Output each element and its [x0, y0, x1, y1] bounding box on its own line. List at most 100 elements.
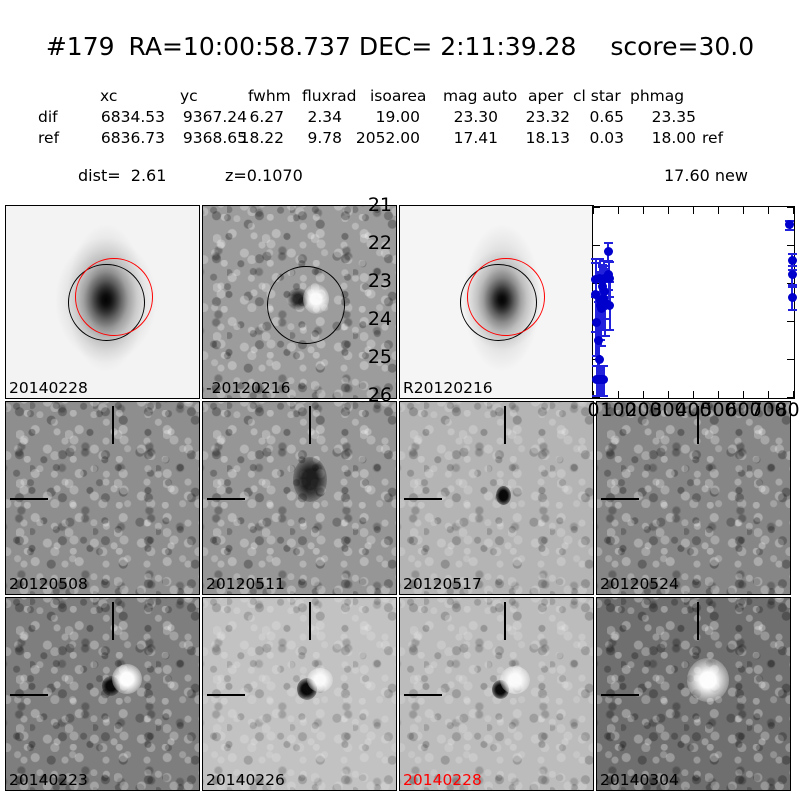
- data-point[interactable]: [599, 273, 609, 283]
- errorbar-cap: [591, 262, 600, 265]
- stamp-panel[interactable]: 20140226: [202, 597, 397, 791]
- crosshair-tick-vertical: [309, 602, 311, 640]
- crosshair-tick-horizontal: [10, 498, 48, 500]
- data-point[interactable]: [593, 336, 603, 346]
- x-axis-tick: [768, 207, 770, 214]
- data-point[interactable]: [600, 286, 609, 296]
- aperture-circle-red: [467, 258, 545, 336]
- stamp-panel[interactable]: -20120216: [202, 205, 397, 399]
- stamp-panel[interactable]: R20120216: [399, 205, 594, 399]
- x-axis-tick: [793, 207, 795, 214]
- cell-phmag: 18.00: [651, 129, 696, 147]
- x-axis-tick: [693, 207, 695, 214]
- column-header-fwhm: fwhm: [248, 87, 291, 105]
- stamp-image: [203, 598, 396, 790]
- stamp-panel[interactable]: 20140304: [596, 597, 791, 791]
- y-axis-tick-label: 24: [367, 308, 392, 330]
- data-point[interactable]: [594, 354, 604, 364]
- cutout-grid: 20140228 -20120216 R20120216: [5, 205, 795, 795]
- cell-aper: 23.32: [525, 108, 570, 126]
- stamp-panel[interactable]: 20120511: [202, 401, 397, 595]
- data-point[interactable]: [787, 292, 797, 302]
- errorbar-cap: [605, 328, 614, 331]
- stamp-panel[interactable]: 20140228: [5, 205, 200, 399]
- data-point[interactable]: [591, 318, 601, 328]
- column-header-isoarea: isoarea: [370, 87, 427, 105]
- ra-value: RA=10:00:58.737: [128, 32, 351, 61]
- errorbar-cap: [599, 260, 609, 263]
- stamp-label: 20120524: [600, 575, 679, 593]
- y-axis-tick: [787, 207, 794, 209]
- stamp-panel[interactable]: 20120508: [5, 401, 200, 595]
- column-header-aper: aper: [528, 87, 564, 105]
- source-blob-bright: [307, 668, 333, 692]
- lightcurve-x-axis-labels: 0100200300400500600700800: [587, 206, 800, 420]
- x-axis-tick: [768, 391, 770, 398]
- lightcurve-plot-area: [591, 207, 797, 399]
- y-axis-tick-label: 21: [367, 194, 392, 216]
- cell-xc: 6836.73: [100, 129, 165, 147]
- x-axis-tick: [693, 391, 695, 398]
- errorbar-cap: [595, 257, 604, 260]
- new-mag-value: 17.60 new: [664, 166, 748, 185]
- cell-phmag: 23.35: [651, 108, 696, 126]
- x-axis-tick-label: 100: [600, 399, 637, 421]
- data-point[interactable]: [787, 270, 797, 280]
- stamp-image: [400, 206, 593, 398]
- cell-magauto: 17.41: [453, 129, 498, 147]
- stamp-label: R20120216: [403, 379, 493, 397]
- stamp-panel[interactable]: 20140228: [399, 597, 594, 791]
- data-point[interactable]: [605, 300, 614, 310]
- x-axis-tick: [643, 207, 645, 214]
- data-point[interactable]: [591, 289, 601, 299]
- cell-magauto: 23.30: [453, 108, 498, 126]
- source-blob-dark: [496, 486, 511, 505]
- cell-aper: 18.13: [525, 129, 570, 147]
- errorbar-cap: [600, 317, 609, 320]
- stamp-panel[interactable]: 20140223: [5, 597, 200, 791]
- data-point[interactable]: [604, 273, 614, 283]
- errorbar-cap: [599, 395, 609, 398]
- stamp-label: 20140304: [600, 771, 679, 789]
- secondary-info-row: dist= 2.61 z=0.1070 17.60 new: [0, 166, 800, 188]
- y-axis-tick: [593, 245, 600, 247]
- column-header-clstar: cl star: [573, 87, 621, 105]
- y-axis-tick: [787, 397, 794, 399]
- data-point[interactable]: [785, 219, 794, 229]
- stamp-panel[interactable]: 20120524: [596, 401, 791, 595]
- stamp-image: [203, 402, 396, 594]
- errorbar-cap: [594, 395, 604, 398]
- x-axis-tick: [743, 207, 745, 214]
- data-point[interactable]: [787, 256, 797, 266]
- stamp-label: 20140228: [403, 771, 482, 789]
- cell-yc: 9368.65: [182, 129, 247, 147]
- cell-isoarea: 2052.00: [355, 129, 420, 147]
- data-point[interactable]: [603, 247, 613, 257]
- errorbar-cap: [596, 272, 606, 275]
- errorbar-cap: [787, 308, 797, 311]
- crosshair-tick-horizontal: [207, 498, 245, 500]
- data-point[interactable]: [599, 375, 609, 385]
- x-axis-tick: [668, 207, 670, 214]
- lightcurve-plot[interactable]: [591, 206, 797, 399]
- errorbar-cap: [787, 286, 797, 289]
- redshift-value: z=0.1070: [225, 166, 303, 185]
- dec-value: DEC= 2:11:39.28: [358, 32, 577, 61]
- stamp-panel[interactable]: 20120517: [399, 401, 594, 595]
- data-point[interactable]: [598, 282, 608, 292]
- data-point[interactable]: [598, 293, 608, 303]
- errorbar-cap: [603, 242, 613, 245]
- stamp-image: [6, 598, 199, 790]
- aperture-circle-red: [75, 258, 153, 336]
- lightcurve-y-axis-labels: 21 22 23 24 25 26: [368, 196, 597, 405]
- x-axis-tick-label: 0: [587, 399, 600, 421]
- column-header-magauto: mag auto: [443, 87, 518, 105]
- data-point[interactable]: [596, 304, 606, 314]
- errorbar-cap: [596, 344, 606, 347]
- errorbar-cap: [787, 252, 797, 255]
- x-axis-tick: [718, 391, 720, 398]
- cell-yc: 9367.24: [182, 108, 247, 126]
- stamp-label: 20120517: [403, 575, 482, 593]
- crosshair-tick-vertical: [112, 406, 114, 444]
